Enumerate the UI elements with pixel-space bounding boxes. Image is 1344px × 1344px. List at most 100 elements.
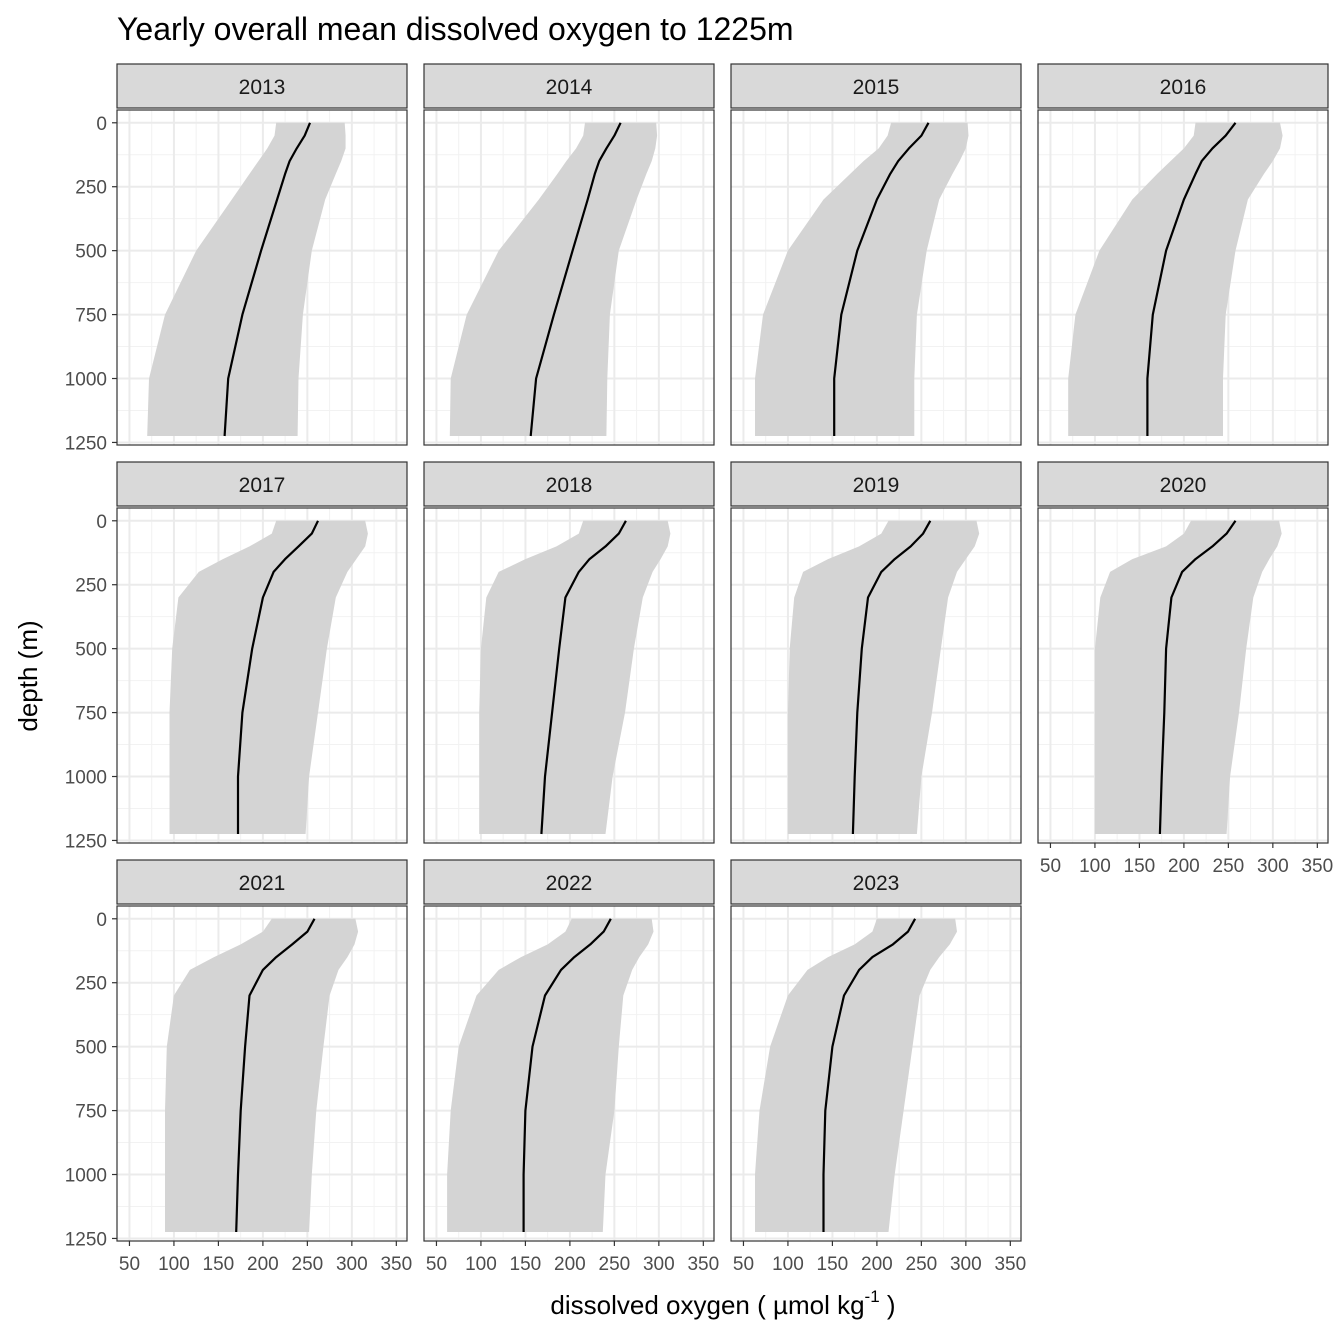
facet-strip-label: 2015 bbox=[853, 76, 900, 99]
x-tick-label: 250 bbox=[1213, 856, 1245, 877]
mean-oxygen-line bbox=[851, 520, 932, 835]
x-tick-label: 100 bbox=[1079, 856, 1111, 877]
x-tick-label: 350 bbox=[687, 1254, 719, 1275]
panel-border bbox=[116, 507, 408, 844]
facet-panel-2020: 2020 50 100 150 200 250 300 350 bbox=[1037, 461, 1333, 877]
mean-oxygen-line bbox=[833, 122, 930, 436]
uncertainty-ribbon bbox=[147, 122, 346, 437]
y-tick-label: 0 bbox=[96, 910, 107, 931]
facet-strip bbox=[1037, 461, 1329, 507]
facet-strip bbox=[423, 63, 715, 109]
facet-strip bbox=[116, 461, 408, 507]
facet-strip bbox=[730, 63, 1022, 109]
x-tick-label: 200 bbox=[554, 1254, 586, 1275]
mean-oxygen-line bbox=[236, 520, 319, 834]
x-tick-label: 350 bbox=[1301, 856, 1333, 877]
x-tick-label: 100 bbox=[465, 1254, 497, 1275]
panel-border bbox=[423, 905, 715, 1242]
panel-border bbox=[1037, 507, 1329, 844]
facet-panel-2017: 2017 0 250 500 750 1000 1250 bbox=[65, 461, 408, 852]
y-tick-label: 500 bbox=[75, 242, 107, 263]
mean-oxygen-line bbox=[529, 122, 622, 437]
facet-panel-2016: 2016 bbox=[1037, 63, 1329, 446]
x-axis-title: dissolved oxygen ( µmol kg-1 ) bbox=[550, 1287, 895, 1320]
uncertainty-ribbon bbox=[755, 918, 957, 1232]
facet-panel-2023: 2023 50 100 150 200 250 300 350 bbox=[730, 859, 1026, 1275]
x-tick-label: 250 bbox=[906, 1254, 938, 1275]
panel-border bbox=[116, 109, 408, 446]
x-tick-label: 100 bbox=[772, 1254, 804, 1275]
x-tick-label: 150 bbox=[1124, 856, 1156, 877]
y-axis-title: depth (m) bbox=[13, 620, 43, 731]
x-tick-label: 300 bbox=[643, 1254, 675, 1275]
y-tick-label: 1250 bbox=[65, 1229, 107, 1250]
facet-strip bbox=[730, 461, 1022, 507]
y-tick-label: 250 bbox=[75, 974, 107, 995]
uncertainty-ribbon bbox=[479, 520, 671, 834]
facet-panel-2018: 2018 bbox=[423, 461, 715, 844]
y-tick-label: 1000 bbox=[65, 370, 107, 391]
panel-border bbox=[730, 905, 1022, 1242]
y-tick-label: 1000 bbox=[65, 768, 107, 789]
y-tick-label: 0 bbox=[96, 114, 107, 135]
uncertainty-ribbon bbox=[1094, 520, 1282, 834]
mean-oxygen-line bbox=[1158, 520, 1237, 835]
facet-panel-2015: 2015 bbox=[730, 63, 1022, 446]
panel-border bbox=[730, 507, 1022, 844]
facet-panels: 2013 0 250 500 750 1000 1250 2014 2015 2016 2017 0 2… bbox=[65, 63, 1333, 1275]
mean-oxygen-line bbox=[522, 918, 612, 1232]
y-tick-label: 500 bbox=[75, 1038, 107, 1059]
facet-strip-label: 2017 bbox=[239, 474, 286, 497]
y-tick-label: 500 bbox=[75, 640, 107, 661]
x-tick-label: 200 bbox=[861, 1254, 893, 1275]
uncertainty-ribbon bbox=[787, 520, 980, 834]
facet-panel-2022: 2022 50 100 150 200 250 300 350 bbox=[423, 859, 719, 1275]
uncertainty-ribbon bbox=[447, 918, 654, 1232]
y-tick-label: 1250 bbox=[65, 433, 107, 454]
facet-strip bbox=[423, 859, 715, 905]
x-tick-label: 50 bbox=[1040, 856, 1061, 877]
mean-oxygen-line bbox=[235, 918, 316, 1233]
uncertainty-ribbon bbox=[1068, 122, 1283, 437]
y-tick-label: 750 bbox=[75, 306, 107, 327]
facet-strip-label: 2013 bbox=[239, 76, 286, 99]
x-tick-label: 50 bbox=[119, 1254, 140, 1275]
x-tick-label: 300 bbox=[1257, 856, 1289, 877]
uncertainty-ribbon bbox=[449, 122, 658, 437]
panel-border bbox=[730, 109, 1022, 446]
x-tick-label: 300 bbox=[950, 1254, 982, 1275]
x-tick-label: 300 bbox=[336, 1254, 368, 1275]
x-tick-label: 250 bbox=[292, 1254, 324, 1275]
uncertainty-ribbon bbox=[169, 520, 368, 834]
x-tick-label: 50 bbox=[426, 1254, 447, 1275]
facet-strip-label: 2018 bbox=[546, 474, 593, 497]
x-tick-label: 150 bbox=[203, 1254, 235, 1275]
x-tick-label: 100 bbox=[158, 1254, 190, 1275]
facet-strip-label: 2019 bbox=[853, 474, 900, 497]
facet-panel-2014: 2014 bbox=[423, 63, 715, 446]
facet-strip bbox=[730, 859, 1022, 905]
x-axis-title-main: dissolved oxygen ( µmol kg bbox=[550, 1290, 864, 1320]
panel-border bbox=[423, 109, 715, 446]
y-tick-label: 1000 bbox=[65, 1166, 107, 1187]
mean-oxygen-line bbox=[223, 122, 312, 437]
facet-strip-label: 2016 bbox=[1160, 76, 1207, 99]
facet-panel-2013: 2013 0 250 500 750 1000 1250 bbox=[65, 63, 408, 454]
x-tick-label: 150 bbox=[817, 1254, 849, 1275]
uncertainty-ribbon bbox=[755, 122, 969, 437]
y-tick-label: 750 bbox=[75, 704, 107, 725]
x-tick-label: 150 bbox=[510, 1254, 542, 1275]
facet-strip-label: 2020 bbox=[1160, 474, 1207, 497]
y-tick-label: 250 bbox=[75, 576, 107, 597]
x-axis-title-suffix: ) bbox=[880, 1290, 896, 1320]
facet-panel-2021: 2021 0 250 500 750 1000 1250 50 100 150 200 250 300 3… bbox=[65, 859, 412, 1275]
uncertainty-ribbon bbox=[165, 918, 359, 1232]
facet-strip bbox=[1037, 63, 1329, 109]
facet-strip bbox=[116, 859, 408, 905]
facet-strip bbox=[116, 63, 408, 109]
y-tick-label: 750 bbox=[75, 1102, 107, 1123]
facet-panel-2019: 2019 bbox=[730, 461, 1022, 844]
facet-strip-label: 2014 bbox=[546, 76, 593, 99]
x-tick-label: 350 bbox=[994, 1254, 1026, 1275]
x-axis-title-superscript: -1 bbox=[865, 1287, 880, 1306]
